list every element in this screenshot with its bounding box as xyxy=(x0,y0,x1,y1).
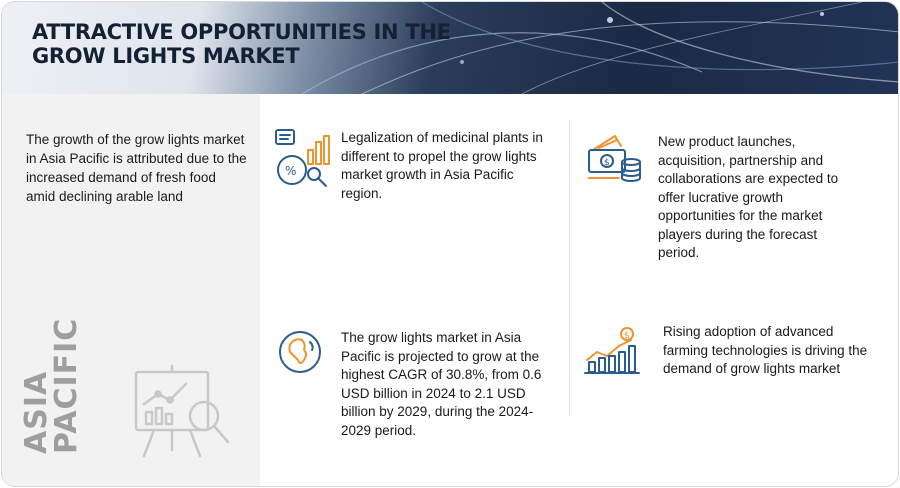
svg-text:$: $ xyxy=(604,158,610,168)
region-label-line1: ASIA xyxy=(19,370,54,454)
page-title: ATTRACTIVE OPPORTUNITIES IN THE GROW LIG… xyxy=(32,20,451,68)
growth-chart-icon: $ xyxy=(584,327,640,374)
header-banner: ATTRACTIVE OPPORTUNITIES IN THE GROW LIG… xyxy=(2,2,898,94)
opportunity-text: Legalization of medicinal plants in diff… xyxy=(341,130,543,201)
column-divider xyxy=(569,120,570,416)
globe-icon xyxy=(279,331,321,373)
region-label: ASIA PACIFIC xyxy=(19,317,84,454)
region-label-line2: PACIFIC xyxy=(49,317,84,454)
opportunity-text: The grow lights market in Asia Pacific i… xyxy=(341,330,542,438)
region-panel: The growth of the grow lights market in … xyxy=(2,94,260,486)
money-coins-icon: $ xyxy=(588,135,641,182)
opportunity-text: New product launches, acquisition, partn… xyxy=(658,134,839,260)
region-description: The growth of the grow lights market in … xyxy=(26,132,247,204)
opportunity-text: Rising adoption of advanced farming tech… xyxy=(663,324,868,376)
presentation-board-icon xyxy=(134,364,230,458)
svg-text:$: $ xyxy=(624,331,630,341)
svg-text:%: % xyxy=(285,164,296,178)
banner-light-trails-graphic xyxy=(301,2,898,94)
analytics-report-icon: % xyxy=(275,129,330,187)
